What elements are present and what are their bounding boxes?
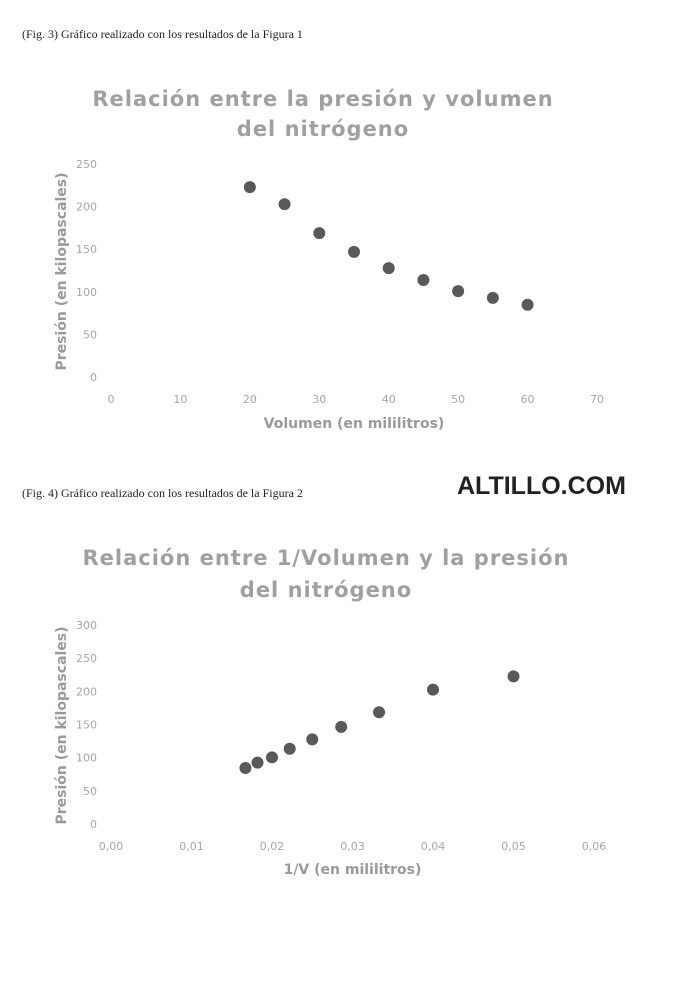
x-tick-label: 0,06 (582, 840, 607, 853)
x-axis-label: Volumen (en mililitros) (264, 416, 445, 432)
x-tick-label: 40 (382, 393, 396, 406)
x-tick-label: 20 (243, 393, 257, 406)
point (507, 670, 520, 683)
y-axis-label: Presión (en kilopascales) (54, 626, 70, 824)
x-tick-label: 70 (590, 393, 604, 406)
y-tick-label: 0 (90, 371, 97, 384)
chart-title: Relación entre la presión y volumen (92, 87, 553, 111)
point (335, 720, 348, 733)
caption: (Fig. 3) Gráfico realizado con los resul… (22, 27, 303, 41)
point (382, 262, 395, 275)
point (427, 683, 439, 696)
watermark: ALTILLO.COM (457, 472, 626, 500)
y-tick-label: 150 (76, 243, 97, 256)
y-tick-label: 250 (76, 652, 97, 665)
point (486, 291, 499, 304)
y-tick-label: 100 (76, 752, 97, 765)
y-tick-label: 50 (83, 785, 97, 798)
x-axis-label: 1/V (en mililitros) (284, 862, 422, 878)
x-tick-label: 30 (312, 393, 326, 406)
point (306, 733, 319, 746)
chart-title: Relación entre 1/Volumen y la presión (83, 546, 570, 570)
point (278, 198, 291, 211)
point (373, 706, 386, 719)
x-tick-label: 0,02 (260, 840, 285, 853)
caption: (Fig. 4) Gráfico realizado con los resul… (22, 486, 303, 500)
point (266, 751, 278, 764)
x-tick-label: 0,04 (421, 840, 446, 853)
y-tick-label: 150 (76, 719, 97, 732)
x-tick-label: 10 (173, 393, 187, 406)
y-tick-label: 300 (76, 619, 97, 632)
y-tick-label: 100 (76, 286, 97, 299)
y-axis-label: Presión (en kilopascales) (54, 172, 70, 370)
x-tick-label: 0,01 (179, 840, 204, 853)
point (313, 227, 326, 240)
point (251, 756, 264, 769)
y-tick-label: 200 (76, 201, 97, 214)
chart-title: del nitrógeno (240, 578, 412, 602)
y-tick-label: 0 (90, 818, 97, 831)
x-tick-label: 0 (108, 393, 115, 406)
point (521, 298, 534, 311)
y-tick-label: 50 (83, 328, 97, 341)
point (239, 761, 252, 774)
chart-title: del nitrógeno (237, 117, 409, 141)
x-tick-label: 0,00 (99, 840, 124, 853)
point (283, 742, 296, 755)
y-tick-label: 200 (76, 685, 97, 698)
x-tick-label: 0,05 (501, 840, 526, 853)
x-tick-label: 60 (521, 393, 535, 406)
x-tick-label: 50 (451, 393, 465, 406)
point (348, 245, 360, 258)
y-tick-label: 250 (76, 158, 97, 171)
point (243, 181, 256, 194)
x-tick-label: 0,03 (340, 840, 365, 853)
point (452, 285, 465, 298)
point (417, 274, 430, 287)
